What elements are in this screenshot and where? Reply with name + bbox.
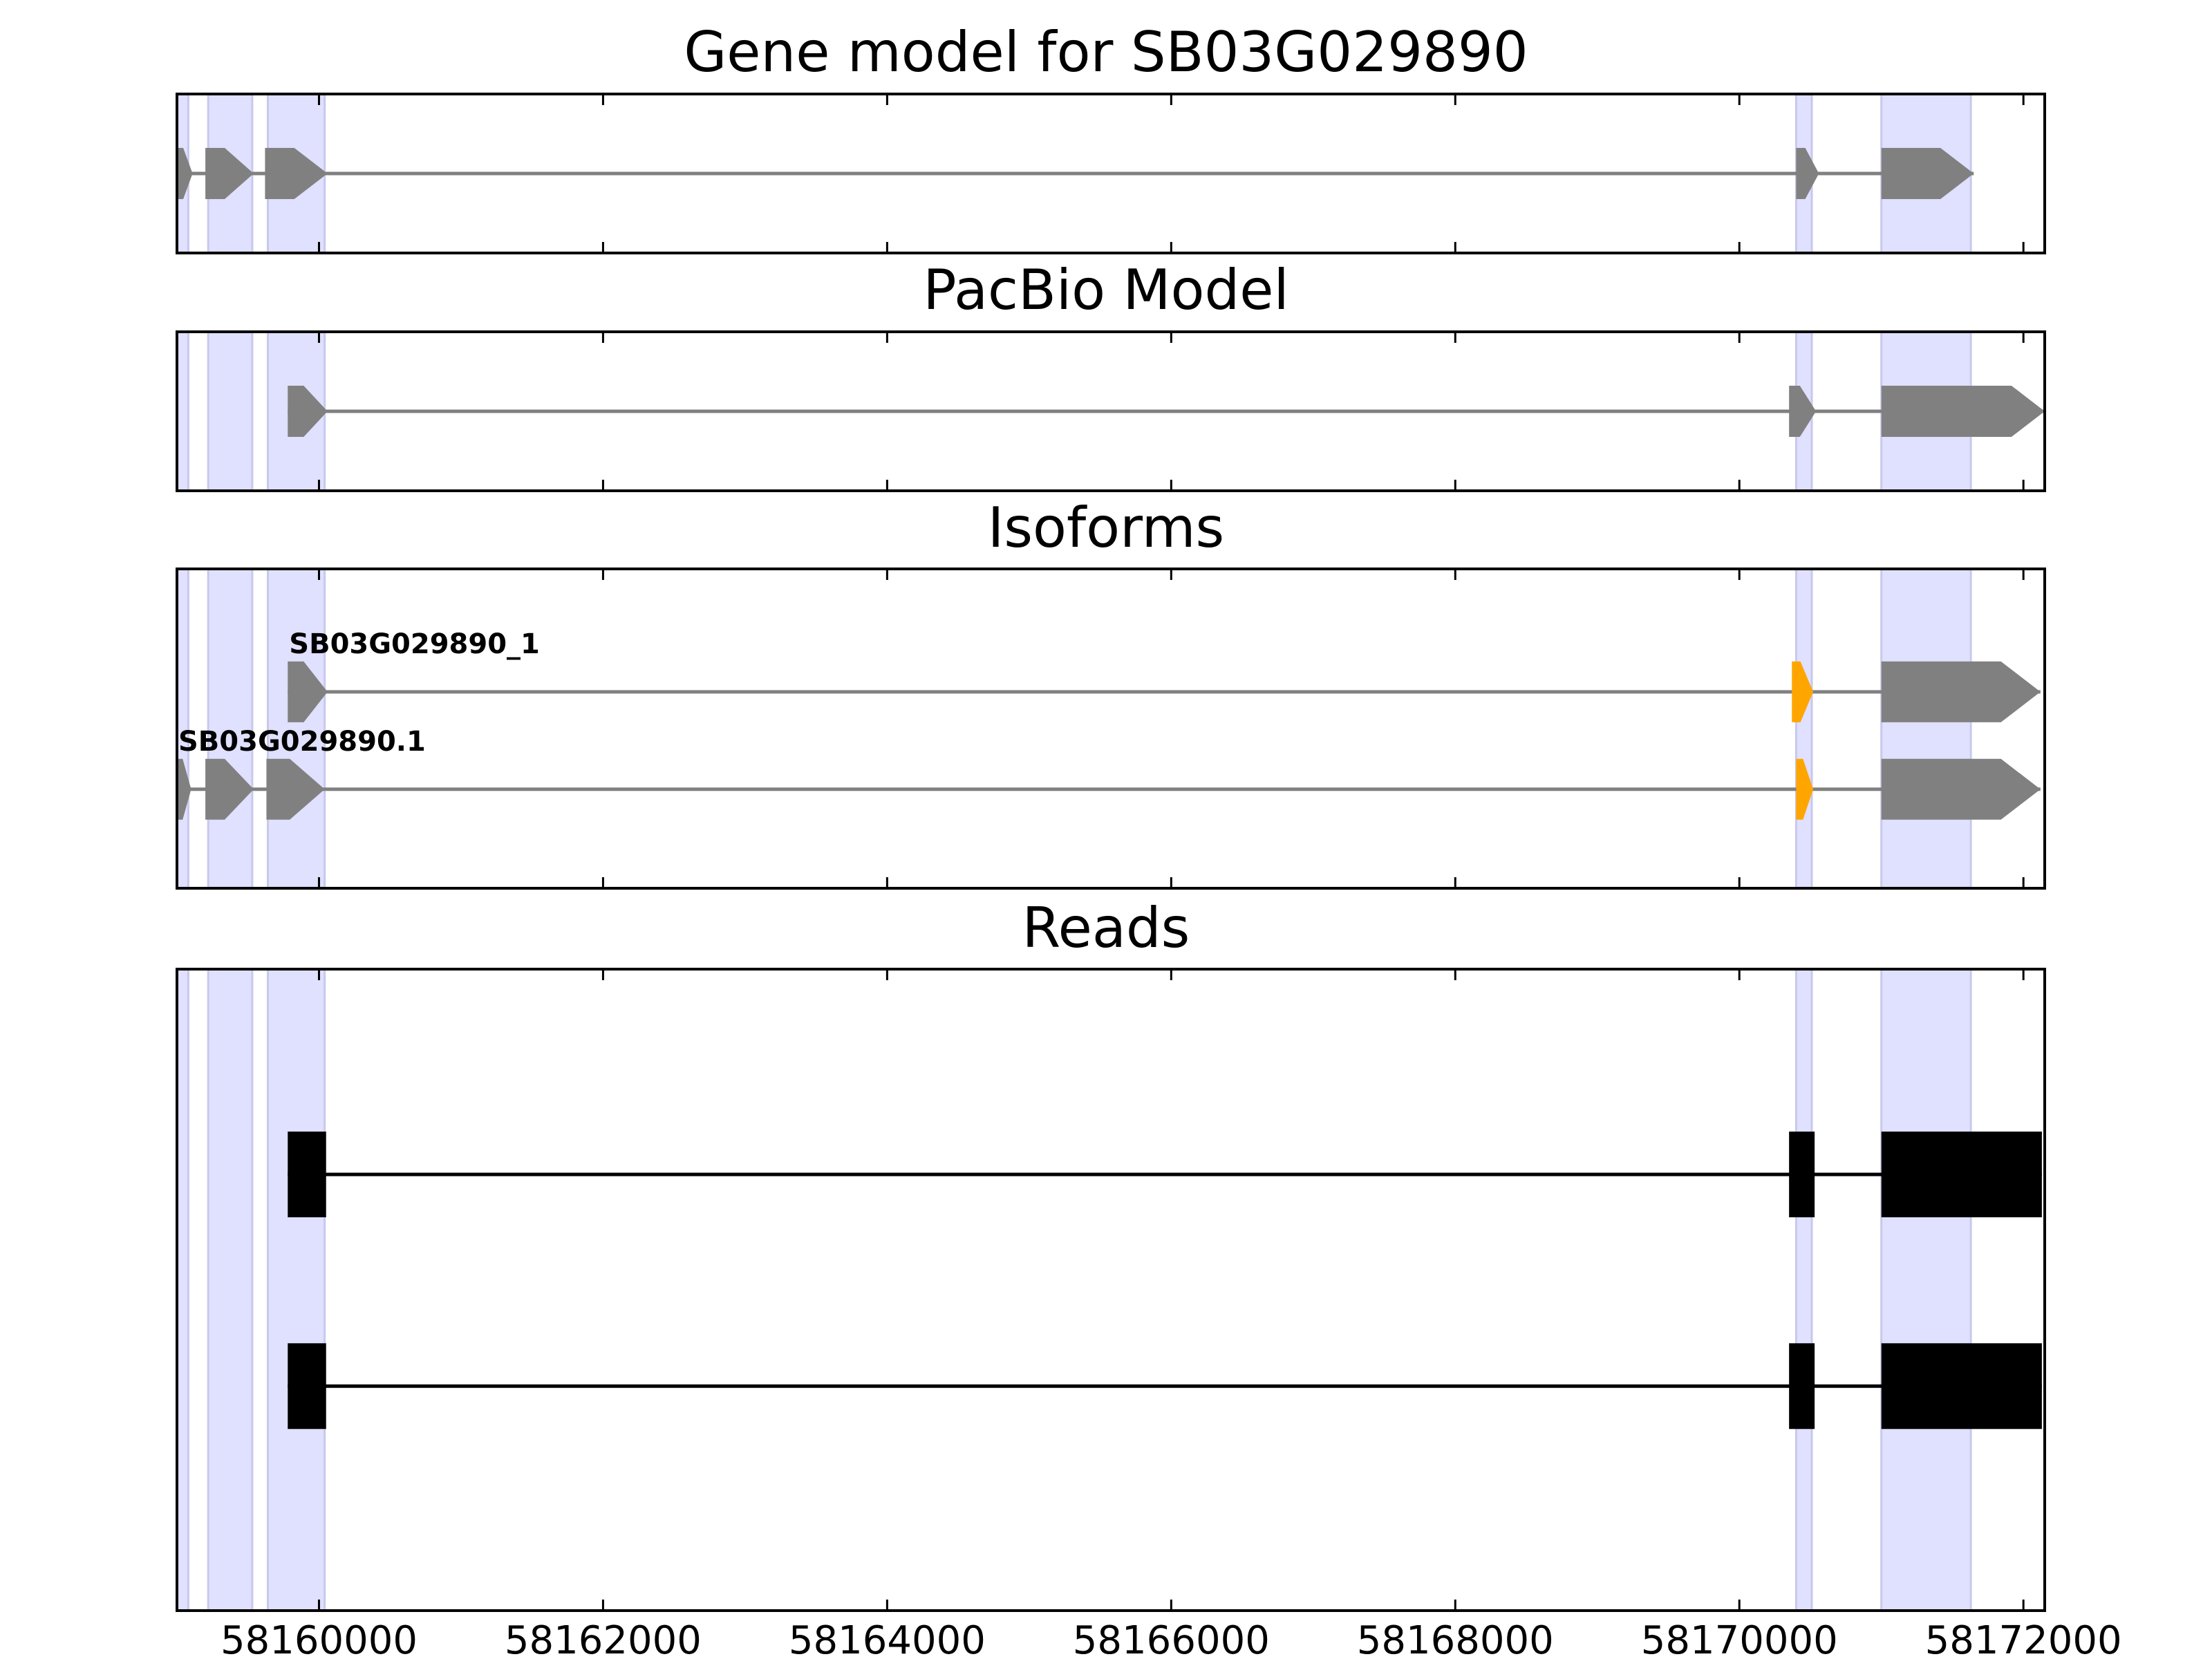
panel-gene-model-plot (176, 93, 2046, 254)
panel-pacbio: PacBio Model (176, 258, 2046, 492)
exon-block (1881, 661, 2041, 722)
shaded-region (267, 568, 326, 890)
shaded-region (1880, 568, 1972, 890)
read-block (1789, 1343, 1815, 1430)
x-tick-label: 58172000 (1925, 1618, 2122, 1659)
panel-title-isoforms: Isoforms (988, 496, 1224, 560)
exon-block (177, 148, 193, 199)
panel-isoforms: Isoforms SB03G029890_1 SB03G029890.1 (176, 496, 2046, 890)
x-tick-label: 58162000 (505, 1618, 702, 1659)
exon-block (205, 148, 254, 199)
panel-gene-model: Gene model for SB03G029890 (176, 20, 2046, 254)
shaded-region (207, 568, 254, 890)
x-axis-tick-labels: 58160000 58162000 58164000 58166000 58168000… (221, 1618, 2122, 1659)
panel-frame (176, 968, 2046, 1612)
exon-block (1792, 661, 1814, 722)
isoform-label: SB03G029890.1 (178, 726, 426, 758)
x-tick-label: 58164000 (789, 1618, 986, 1659)
read-block (288, 1343, 326, 1430)
panel-frame (176, 93, 2046, 254)
shaded-region (1880, 968, 1972, 1612)
x-tick-label: 58160000 (221, 1618, 418, 1659)
read-block (288, 1131, 326, 1217)
panel-pacbio-plot (176, 330, 2046, 492)
shaded-region (1794, 968, 1813, 1612)
panel-frame (176, 330, 2046, 492)
panel-frame (176, 568, 2046, 890)
shaded-region (176, 968, 189, 1612)
exon-block (1796, 148, 1819, 199)
shaded-region (1794, 568, 1813, 890)
exon-block (265, 148, 328, 199)
exon-block (1881, 386, 2045, 437)
shaded-region (267, 968, 326, 1612)
panel-reads: Reads (176, 896, 2046, 1612)
shaded-region (207, 330, 254, 492)
exon-block (288, 386, 328, 437)
panel-title-gene-model: Gene model for SB03G029890 (684, 20, 1528, 84)
exon-block (1881, 758, 2041, 820)
panel-reads-plot (176, 968, 2046, 1612)
exon-block (1796, 758, 1814, 820)
shaded-region (207, 968, 254, 1612)
exon-block (1789, 386, 1817, 437)
panel-title-pacbio: PacBio Model (923, 258, 1288, 322)
read-block (1881, 1343, 2042, 1430)
panel-title-reads: Reads (1022, 896, 1190, 960)
read-block (1789, 1131, 1815, 1217)
shaded-region (176, 330, 189, 492)
exon-block (1881, 148, 1974, 199)
exon-block (288, 661, 328, 722)
x-tick-label: 58168000 (1357, 1618, 1554, 1659)
exon-block (205, 758, 254, 820)
x-tick-label: 58166000 (1073, 1618, 1270, 1659)
exon-block (266, 758, 325, 820)
exon-block (177, 758, 191, 820)
read-block (1881, 1131, 2042, 1217)
x-tick-label: 58170000 (1641, 1618, 1838, 1659)
isoform-label: SB03G029890_1 (289, 628, 540, 660)
panel-isoforms-plot: SB03G029890_1 SB03G029890.1 (176, 568, 2046, 890)
